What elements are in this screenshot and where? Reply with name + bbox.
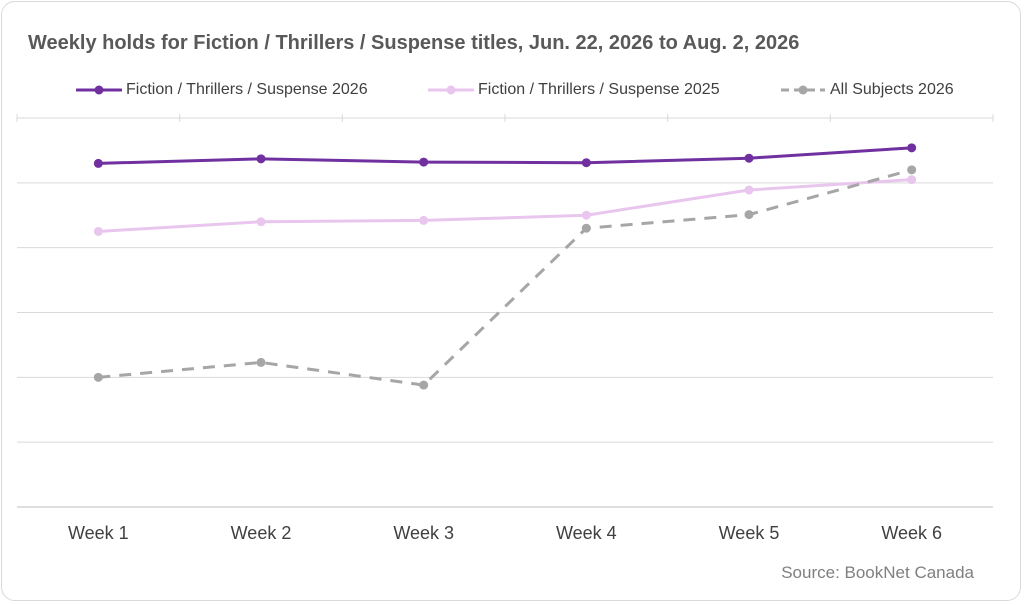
series-0-point xyxy=(256,154,266,164)
x-tick-label: Week 4 xyxy=(556,523,617,543)
x-tick-label: Week 2 xyxy=(231,523,292,543)
x-tick-label: Week 3 xyxy=(393,523,454,543)
series-1-line xyxy=(96,178,914,233)
legend-label-all-subjects-2026: All Subjects 2026 xyxy=(830,81,954,98)
series-2-point xyxy=(419,380,429,390)
series-2-point xyxy=(256,357,266,367)
series-2-point xyxy=(581,223,591,233)
series-0-point xyxy=(907,143,917,153)
legend-swatch-fiction-2026 xyxy=(76,85,122,95)
x-tick-label: Week 6 xyxy=(881,523,942,543)
legend-swatch-all-subjects-2026 xyxy=(781,85,825,95)
series-1-point xyxy=(907,175,917,185)
series-0-point xyxy=(744,153,754,163)
series-1-point xyxy=(744,185,754,195)
chart-legend: Fiction / Thrillers / Suspense 2026 Fict… xyxy=(0,78,1024,102)
x-tick-label: Week 1 xyxy=(68,523,129,543)
x-tick-label: Week 5 xyxy=(719,523,780,543)
series-1-point xyxy=(256,217,266,227)
series-0-point xyxy=(581,158,591,168)
legend-swatch-fiction-2025 xyxy=(428,85,474,95)
series-2-point xyxy=(907,165,917,175)
series-2-point xyxy=(93,372,103,382)
legend-label-fiction-2025: Fiction / Thrillers / Suspense 2025 xyxy=(478,81,720,98)
series-1-point xyxy=(419,215,429,225)
legend-label-fiction-2026: Fiction / Thrillers / Suspense 2026 xyxy=(126,81,368,98)
series-2-point xyxy=(744,210,754,220)
series-1-point xyxy=(581,210,591,220)
series-0-point xyxy=(419,157,429,167)
legend-item-fiction-2026: Fiction / Thrillers / Suspense 2026 xyxy=(76,78,368,102)
legend-item-all-subjects-2026: All Subjects 2026 xyxy=(780,78,954,102)
series-2-line xyxy=(98,168,913,387)
series-0-line xyxy=(96,146,914,165)
series-1-point xyxy=(93,226,103,236)
series-0-point xyxy=(93,158,103,168)
source-note: Source: BookNet Canada xyxy=(781,563,974,582)
legend-item-fiction-2025: Fiction / Thrillers / Suspense 2025 xyxy=(428,78,720,102)
chart-title: Weekly holds for Fiction / Thrillers / S… xyxy=(28,32,800,54)
